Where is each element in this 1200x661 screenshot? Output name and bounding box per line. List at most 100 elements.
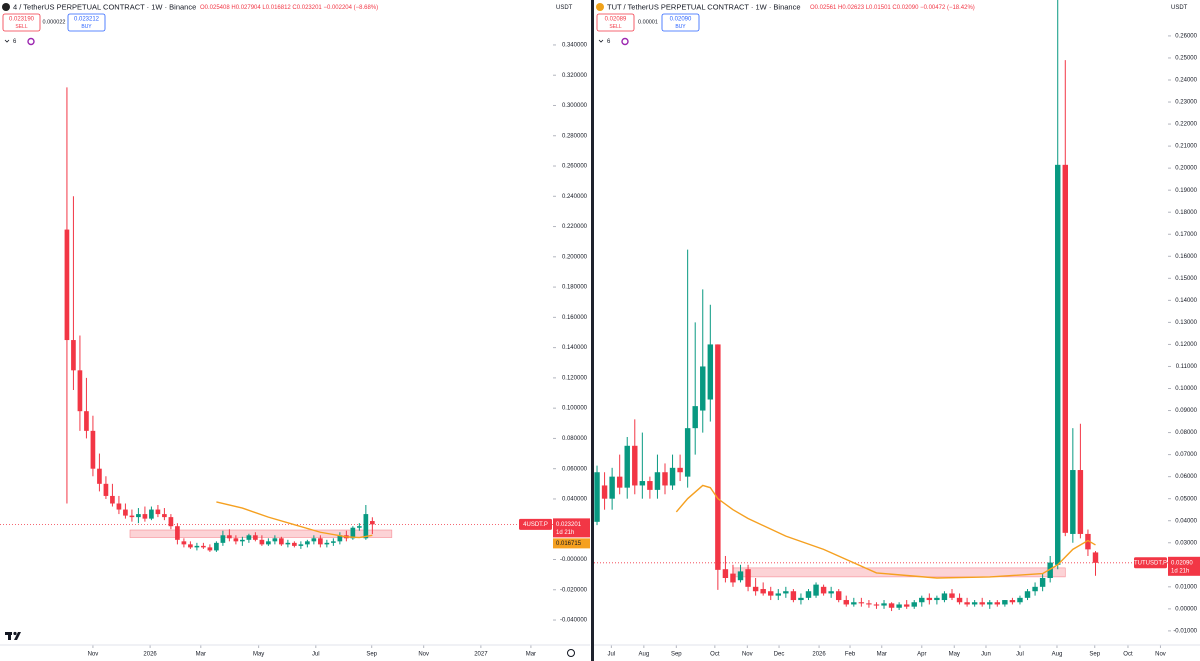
y-tick-label: 0.05000 — [1175, 496, 1197, 502]
indicator-count[interactable]: 6 — [13, 39, 17, 45]
buy-button[interactable] — [661, 13, 700, 32]
buy-price[interactable]: 0.023212 — [74, 17, 100, 23]
y-tick-label: 0.01000 — [1175, 584, 1197, 590]
candle-body — [1039, 578, 1046, 587]
candle-body — [722, 569, 729, 579]
candle-body — [285, 542, 291, 545]
candle-body — [624, 445, 630, 488]
y-tick-label: -0.01000 — [1173, 628, 1197, 634]
candle-body — [881, 603, 887, 606]
candle-body — [110, 495, 115, 504]
indicator-icon[interactable] — [27, 37, 35, 46]
panel-divider — [591, 0, 594, 661]
candle-body — [737, 571, 744, 581]
sell-price[interactable]: 0.02089 — [605, 17, 627, 23]
moving-average — [216, 501, 373, 539]
candle-body — [240, 539, 245, 542]
buy-price[interactable]: 0.02090 — [670, 17, 692, 23]
candle-body — [1047, 562, 1053, 579]
tradingview-logo — [5, 631, 21, 640]
candle-body — [1002, 600, 1008, 605]
candle-body — [350, 527, 356, 539]
y-tick-label: 0.10000 — [1175, 386, 1197, 392]
x-tick-label: Sep — [366, 652, 377, 658]
candle-body — [175, 526, 180, 540]
x-tick-label: 2026 — [143, 652, 157, 658]
candle-body — [90, 430, 96, 469]
candle-body — [363, 514, 369, 539]
candle-body — [97, 468, 102, 484]
x-tick-label: Nov — [418, 652, 429, 658]
candle-body — [246, 535, 252, 540]
price-tag — [553, 518, 590, 538]
sell-label[interactable]: SELL — [15, 24, 27, 30]
buy-button[interactable] — [67, 13, 106, 32]
candle-body — [227, 535, 232, 539]
candle-body — [707, 344, 714, 400]
candle-body — [194, 545, 200, 548]
candle-body — [594, 472, 600, 522]
y-tick-label: 0.120000 — [562, 375, 588, 381]
y-tick-label: 0.160000 — [562, 315, 588, 321]
candle-body — [292, 542, 297, 546]
y-tick-label: 0.14000 — [1175, 298, 1197, 304]
candle-body — [123, 509, 128, 516]
candle-body — [677, 467, 683, 473]
x-tick-label: Apr — [917, 652, 926, 658]
y-tick-label: 0.15000 — [1175, 276, 1197, 282]
sell-button[interactable] — [596, 13, 635, 32]
indicator-count[interactable]: 6 — [607, 39, 611, 45]
candle-body — [760, 589, 766, 594]
price-tag — [1168, 556, 1200, 576]
y-tick-label: 0.20000 — [1175, 166, 1197, 172]
y-tick-label: 0.06000 — [1175, 474, 1197, 480]
spread: 0.00001 — [638, 19, 658, 25]
x-tick-label: Mar — [877, 652, 887, 658]
y-tick-label: 0.320000 — [562, 73, 588, 79]
candle-body — [730, 573, 736, 583]
candle-body — [805, 591, 812, 598]
candle-body — [632, 445, 638, 486]
candle-body — [168, 517, 174, 527]
buy-label[interactable]: BUY — [675, 24, 686, 30]
candle-body — [752, 586, 759, 592]
candle-body — [715, 344, 721, 570]
candle-body — [266, 541, 271, 545]
candle-body — [259, 539, 265, 545]
candle-body — [103, 483, 109, 496]
indicator-toggle[interactable] — [598, 39, 604, 43]
candle-body — [647, 481, 653, 490]
indicator-toggle[interactable] — [4, 39, 10, 43]
y-tick-label: 0.11000 — [1176, 364, 1198, 370]
candle-body — [851, 602, 857, 605]
candle-body — [116, 503, 122, 510]
candle-body — [971, 602, 978, 605]
y-tick-label: 0.240000 — [562, 194, 588, 200]
candle-body — [370, 521, 375, 525]
price-tag-text: 0.02090 — [1171, 560, 1193, 566]
candle-body — [77, 370, 83, 412]
sell-button[interactable] — [2, 13, 41, 32]
candle-body — [1055, 164, 1061, 565]
candle-body — [926, 597, 933, 601]
y-tick-label: 0.23000 — [1175, 100, 1197, 106]
candle-body — [911, 602, 917, 607]
candle-body — [71, 340, 76, 371]
logo-part — [8, 632, 11, 640]
buy-label[interactable]: BUY — [81, 24, 92, 30]
candle-body — [662, 472, 668, 486]
x-tick-label: 2027 — [474, 652, 488, 658]
sell-label[interactable]: SELL — [609, 24, 621, 30]
sell-price[interactable]: 0.023190 — [9, 17, 35, 23]
zone — [129, 529, 393, 538]
settings-icon[interactable] — [567, 649, 575, 657]
x-tick-label: 2026 — [812, 652, 826, 658]
x-tick-label: Jul — [312, 652, 320, 658]
y-tick-label: -0.000000 — [560, 557, 588, 563]
indicator-icon[interactable] — [621, 37, 629, 46]
x-tick-label: Jul — [608, 652, 616, 658]
candle-body — [964, 602, 970, 605]
y-tick-label: -0.020000 — [560, 587, 588, 593]
y-tick-label: 0.03000 — [1175, 540, 1197, 546]
